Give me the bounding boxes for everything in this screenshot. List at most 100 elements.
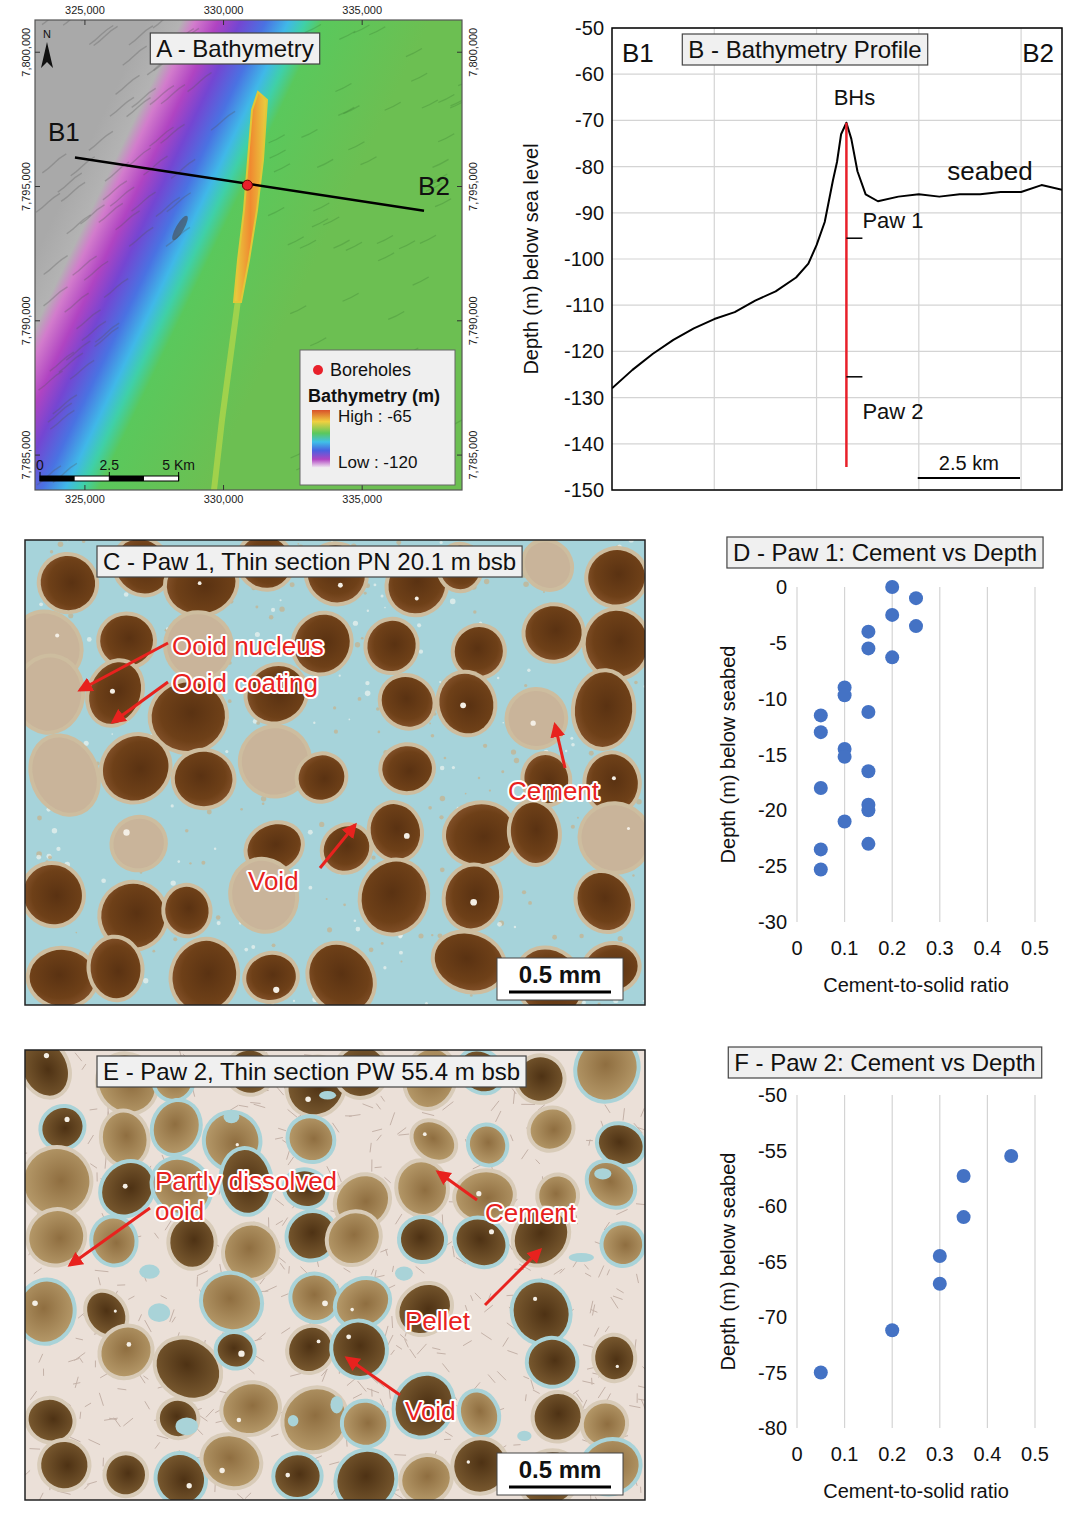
tick-label: -80 (575, 156, 604, 178)
ooid-coating (75, 649, 156, 737)
ooid-coating (26, 1427, 103, 1500)
ooid-coating (449, 1382, 508, 1446)
crystal-edge (89, 1439, 101, 1444)
tick-label: 0.3 (926, 937, 954, 959)
north-label: N (43, 28, 51, 40)
crystal-edge (599, 1266, 604, 1278)
ooid-coating (25, 1272, 82, 1350)
cement-speck (339, 675, 341, 677)
crystal-edge (513, 1091, 514, 1104)
cement-speck (244, 948, 248, 952)
ooid (507, 800, 561, 866)
cement-speck (431, 934, 433, 936)
seabed-texture (360, 157, 376, 165)
ooid-coating (99, 804, 179, 884)
ooid-coating (589, 1331, 639, 1386)
crystal-edge (30, 1448, 41, 1450)
depression (170, 214, 191, 242)
ooid-coating (347, 848, 440, 946)
crystal-edge (637, 1393, 638, 1403)
crystal-edge (145, 1401, 150, 1409)
crystal-edge (560, 1268, 565, 1273)
inclusion (187, 1483, 192, 1488)
ooid-coating (574, 1148, 645, 1220)
point (885, 1323, 899, 1337)
grid-line (796, 1095, 797, 1428)
crystal-edge (276, 1221, 283, 1225)
seabed-texture (369, 27, 385, 35)
void (569, 1253, 594, 1262)
grid-line (612, 397, 1062, 398)
cement-speck (571, 743, 575, 747)
ooid (165, 933, 245, 1005)
crystal-edge (473, 1165, 481, 1169)
crystal-edge (391, 1350, 395, 1355)
ooid (381, 744, 434, 792)
sand-wave (53, 395, 77, 414)
cement-speck (293, 1000, 295, 1002)
tick-label: -60 (575, 63, 604, 85)
void (223, 1110, 239, 1123)
cement-speck (524, 684, 527, 687)
crystal-edge (99, 1393, 103, 1406)
void (330, 1396, 343, 1413)
cement-speck (279, 607, 284, 612)
crystal-edge (280, 1263, 284, 1269)
tick-label: -5 (769, 632, 787, 654)
ooid-coating (568, 666, 639, 753)
crystal-edge (329, 1462, 339, 1465)
ramp-label: Low : -120 (338, 453, 417, 472)
ooid (585, 610, 645, 678)
seabed-texture (335, 83, 351, 91)
cement-speck (240, 808, 243, 811)
crystal-edge (197, 1276, 198, 1286)
point (909, 619, 923, 633)
tick-label: 7,795,000 (467, 162, 479, 211)
crystal-edge (629, 1406, 640, 1408)
ooid (433, 667, 501, 739)
cement-speck (632, 874, 634, 876)
scale-box (497, 958, 623, 1000)
ooid-coating (395, 1213, 449, 1265)
crystal-edge (256, 1356, 264, 1361)
ooid-coating (561, 1050, 645, 1115)
cement-speck (327, 927, 332, 932)
title-box (728, 1047, 1041, 1078)
crystal-edge (591, 1378, 592, 1385)
cement-speck (371, 856, 375, 860)
tick (362, 485, 363, 490)
cement-speck (577, 817, 579, 819)
cement-speck (522, 890, 526, 894)
pointer-arrow (113, 682, 168, 722)
crystal-edge (271, 1434, 278, 1436)
interval-tick (846, 237, 862, 239)
inclusion (44, 1053, 49, 1058)
pointer-arrow (320, 825, 355, 868)
scale-bar (918, 477, 1020, 479)
sand-wave (127, 148, 151, 167)
sand-wave (67, 215, 91, 234)
axis-title: Depth (m) below seabed (717, 646, 739, 864)
cement-speck (367, 610, 369, 612)
cement-speck (383, 966, 386, 969)
grid-line (892, 1095, 893, 1428)
crystal-edge (417, 1344, 426, 1354)
annotation: seabed (947, 156, 1032, 186)
crystal-edge (605, 1326, 609, 1332)
tick-label: 330,000 (204, 493, 244, 505)
cement-speck (381, 942, 384, 945)
callout-label: Cement (508, 776, 600, 806)
crystal-edge (118, 1389, 127, 1390)
sand-wave (129, 227, 153, 246)
tick-label: 0.1 (831, 937, 859, 959)
crystal-edge (391, 1316, 393, 1328)
cement-speck (177, 860, 180, 863)
ooid-coating (160, 929, 250, 1005)
sand-wave (110, 97, 134, 116)
ooid-coating (83, 931, 148, 1005)
crystal-edge (84, 1484, 89, 1489)
inclusion (489, 1229, 494, 1234)
inclusion (123, 829, 129, 835)
crystal-edge (39, 1354, 43, 1363)
crystal-edge (584, 1265, 588, 1270)
